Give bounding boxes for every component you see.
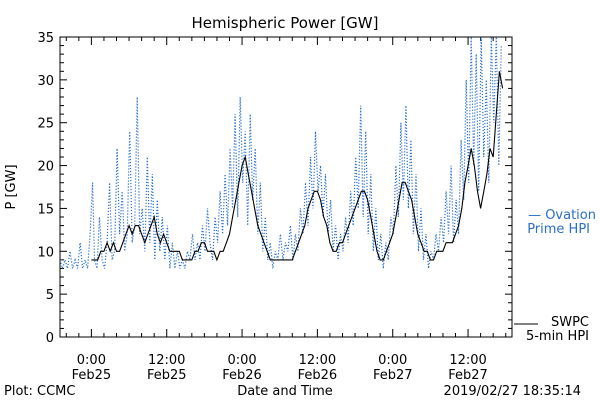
x-axis: 0:00Feb2512:00Feb250:00Feb2612:00Feb260:… (65, 37, 507, 383)
x-tick-date-label: Feb26 (222, 368, 262, 383)
y-tick-label: 5 (46, 288, 54, 303)
plot-frame (59, 36, 513, 338)
x-tick-time-label: 0:00 (227, 353, 256, 368)
y-tick-label: 10 (37, 245, 54, 260)
x-tick-time-label: 0:00 (378, 353, 407, 368)
y-tick-label: 15 (37, 202, 54, 217)
y-tick-label: 35 (37, 31, 54, 46)
x-tick-date-label: Feb25 (147, 368, 187, 383)
y-axis-label: P [GW] (4, 164, 19, 209)
x-tick-time-label: 12:00 (449, 353, 486, 368)
legend-swpc-line2: 5-min HPI (526, 329, 589, 344)
series-swpc-5min-line (91, 71, 504, 262)
x-tick-date-label: Feb26 (298, 368, 338, 383)
footer-plot-credit: Plot: CCMC (4, 384, 75, 399)
legend: — Ovation Prime HPI SWPC 5-min HPI (514, 208, 596, 344)
legend-ovation-line2: Prime HPI (527, 222, 590, 237)
x-tick-date-label: Feb27 (373, 368, 413, 383)
x-tick-time-label: 12:00 (148, 353, 185, 368)
y-axis: 0 5 10 15 20 25 30 35 (37, 31, 512, 346)
y-tick-label: 0 (46, 331, 54, 346)
y-tick-label: 20 (37, 160, 54, 175)
y-tick-label: 25 (37, 117, 54, 132)
legend-ovation-line1: — Ovation (528, 208, 596, 223)
series-layer (60, 37, 504, 271)
y-tick-label: 30 (37, 74, 54, 89)
footer-timestamp: 2019/02/27 18:35:14 (444, 384, 581, 399)
x-axis-label: Date and Time (237, 384, 333, 399)
x-tick-date-label: Feb27 (448, 368, 488, 383)
x-tick-time-label: 0:00 (77, 353, 106, 368)
x-tick-time-label: 12:00 (299, 353, 336, 368)
legend-swpc-line1: SWPC (551, 315, 589, 330)
chart-title: Hemispheric Power [GW] (192, 14, 379, 32)
x-tick-date-label: Feb25 (72, 368, 112, 383)
